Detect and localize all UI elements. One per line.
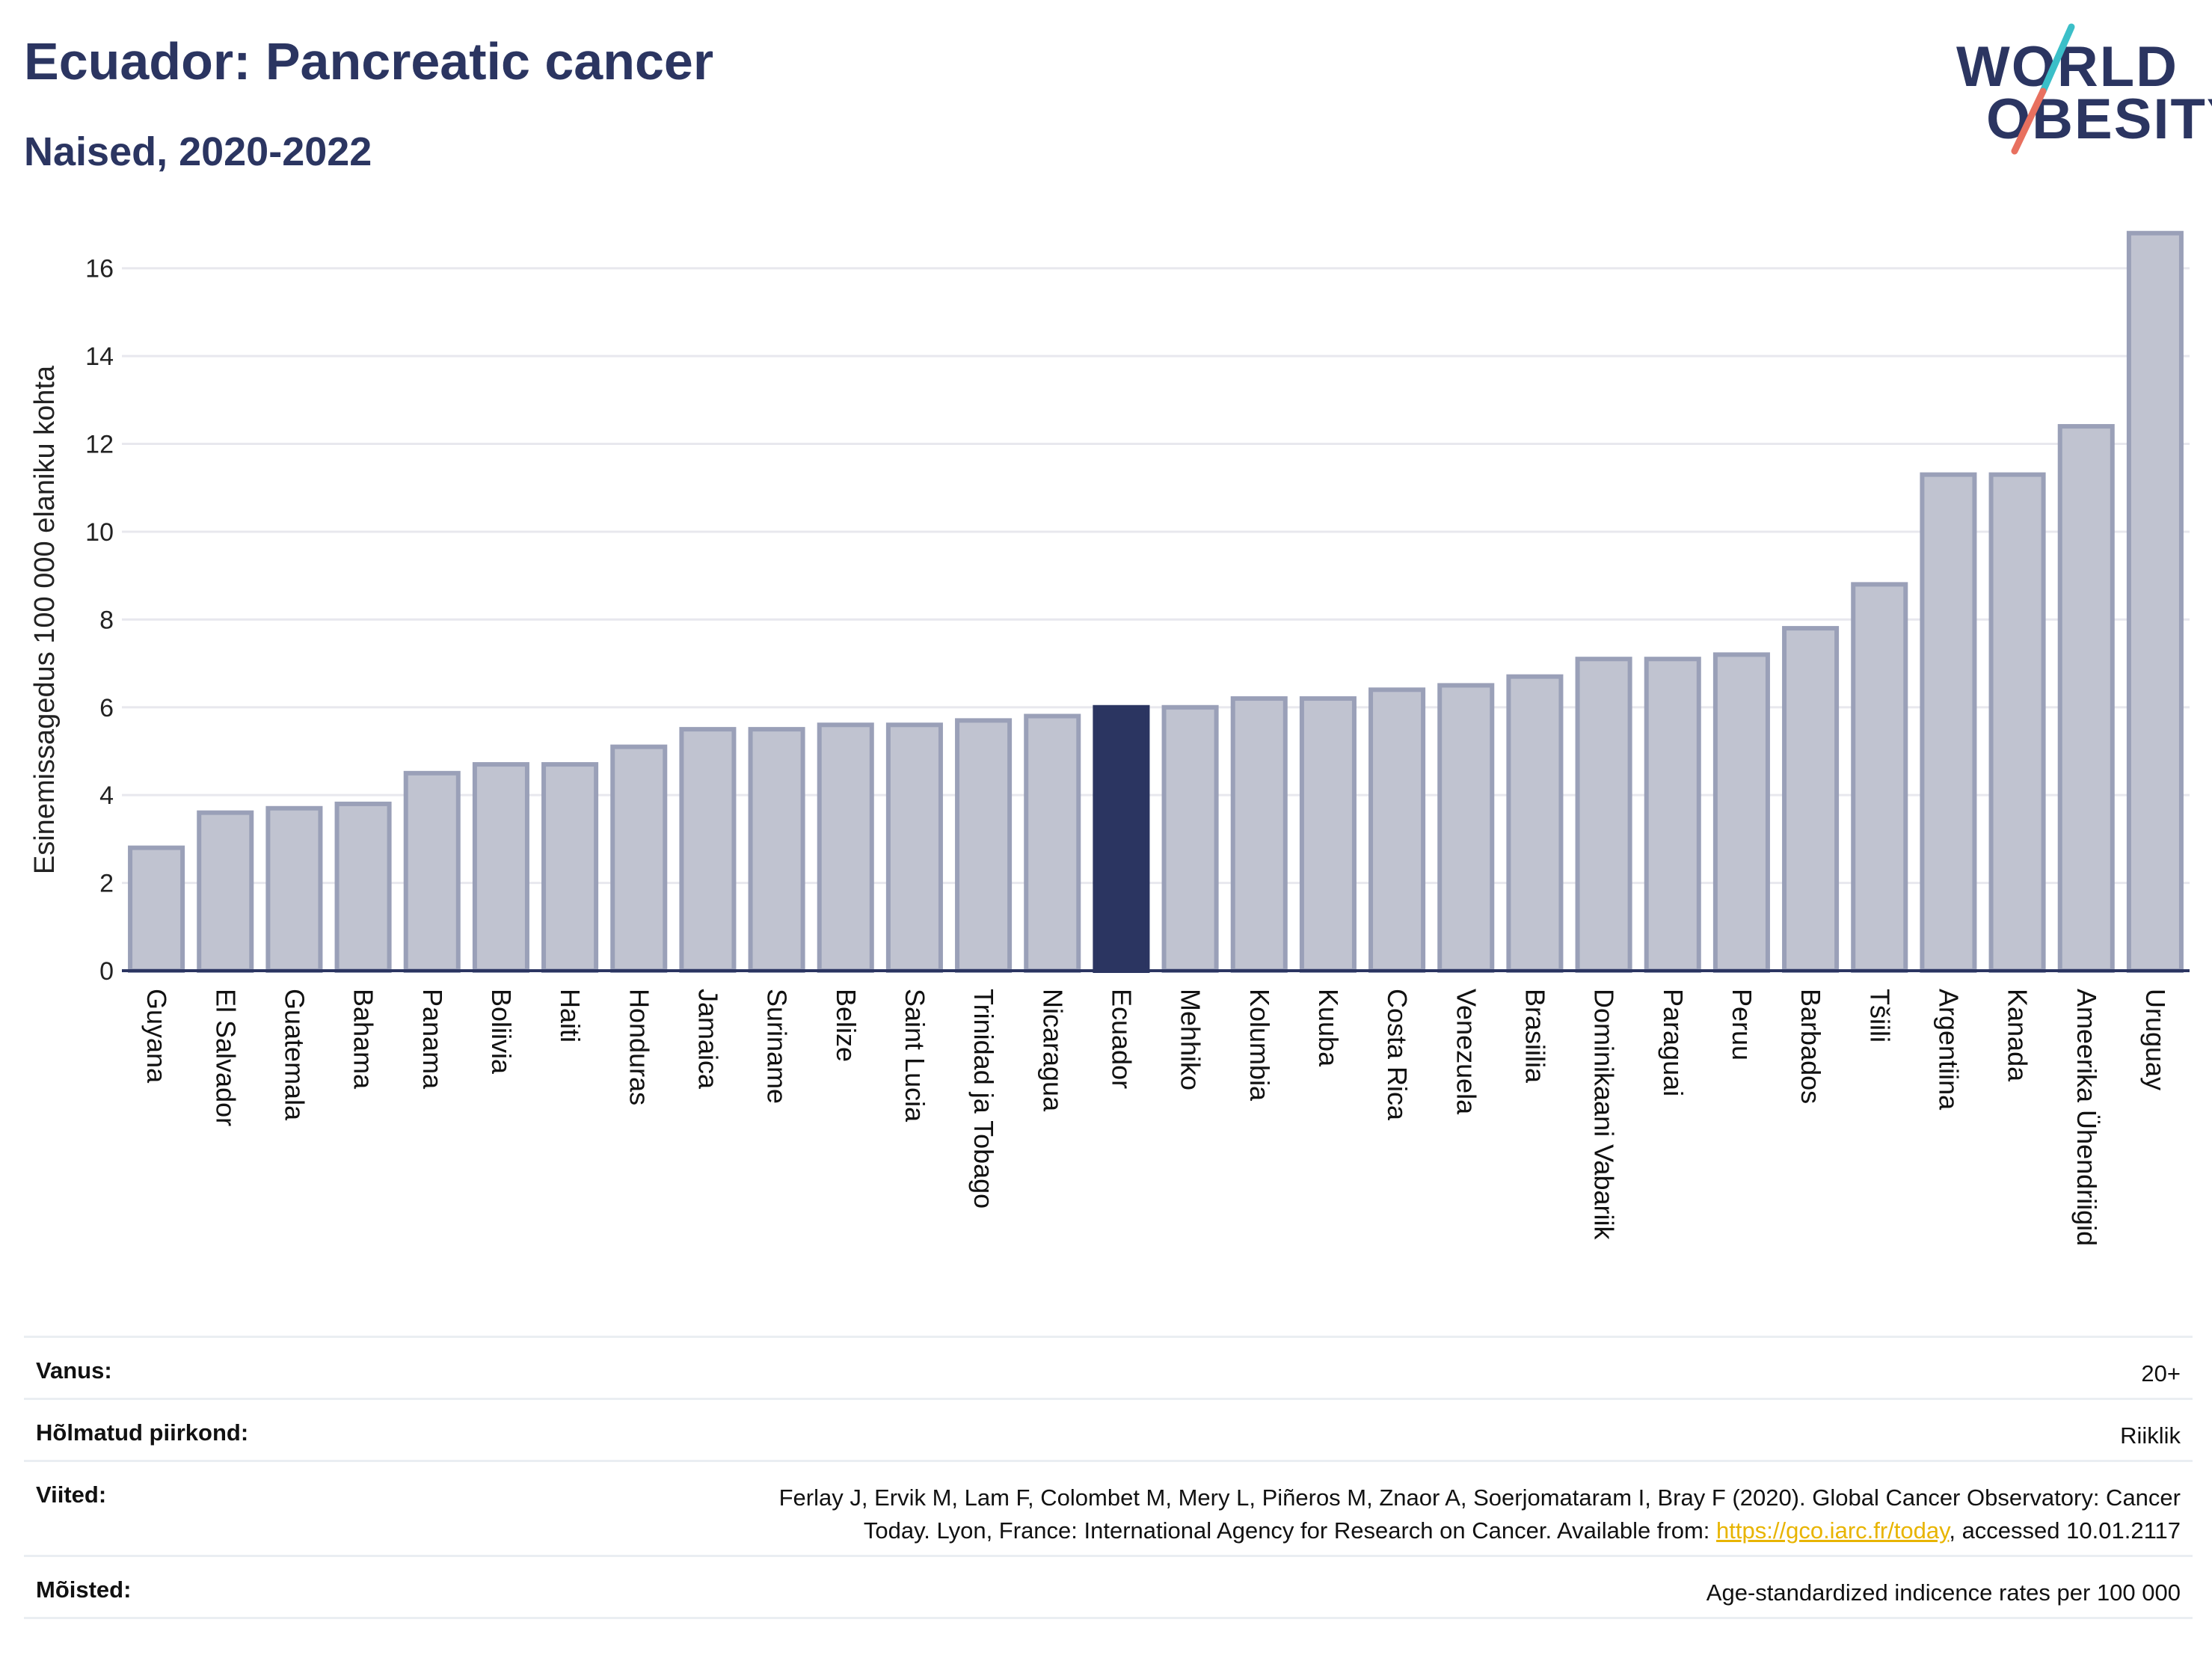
y-tick-label: 10 (85, 518, 114, 547)
x-tick-label: Mehhiko (1176, 989, 1206, 1090)
x-tick-label: Bahama (348, 989, 379, 1090)
world-obesity-logo: WORLD OBESITY (1944, 22, 2212, 165)
bar (1299, 696, 1357, 974)
x-tick-label: Panama (417, 989, 448, 1090)
bar (748, 727, 805, 974)
logo-text-world: WORLD (1956, 35, 2179, 99)
meta-value-region: Riiklik (2120, 1422, 2181, 1449)
meta-row-region: Hõlmatud piirkond: Riiklik (24, 1398, 2193, 1460)
bar (1920, 472, 1977, 973)
bar-highlight (1093, 704, 1150, 973)
x-tick-label: Suriname (762, 989, 793, 1104)
bar (1851, 582, 1908, 973)
bar (1024, 713, 1081, 973)
y-tick-label: 0 (99, 957, 114, 986)
meta-label-age: Vanus: (36, 1357, 112, 1384)
meta-label-region: Hõlmatud piirkond: (36, 1419, 249, 1446)
bar (1782, 626, 1840, 973)
x-tick-label: Costa Rica (1382, 989, 1413, 1121)
x-tick-label: Saint Lucia (900, 989, 930, 1123)
x-tick-label: Paraguai (1658, 989, 1689, 1096)
x-tick-label: Guyana (141, 989, 172, 1084)
y-tick-label: 12 (85, 431, 114, 459)
y-axis-label: Esinemissagedus 100 000 elaniku kohta (29, 365, 61, 874)
bar (1368, 687, 1426, 973)
x-tick-label: Uruguay (2140, 989, 2171, 1090)
bar (1988, 472, 2046, 973)
reference-accessed: , accessed 10.01.2117 (1949, 1517, 2181, 1544)
x-tick-label: Boliivia (486, 989, 517, 1075)
y-tick-label: 6 (99, 694, 114, 722)
x-tick-label: Jamaica (692, 989, 723, 1090)
x-tick-label: Ecuador (1106, 989, 1137, 1089)
x-tick-label: Argentiina (1933, 989, 1964, 1111)
bar (128, 845, 185, 973)
x-tick-label: Kolumbia (1244, 989, 1275, 1102)
bar (885, 722, 943, 973)
reference-text: Today. Lyon, France: International Agenc… (863, 1517, 1717, 1544)
x-tick-label: Brasiilia (1520, 989, 1550, 1084)
y-tick-label: 14 (85, 343, 114, 371)
x-tick-label: Guatemala (279, 989, 310, 1121)
x-tick-label: Ameerika Ühendriigid (2071, 989, 2102, 1246)
bar (1712, 652, 1770, 973)
x-tick-label: Dominikaani Vabariik (1589, 989, 1620, 1240)
bar (1506, 674, 1564, 973)
meta-value-definitions: Age-standardized indicence rates per 100… (1706, 1579, 2181, 1606)
meta-label-references: Viited: (36, 1481, 107, 1508)
meta-row-age: Vanus: 20+ (24, 1336, 2193, 1398)
y-tick-label: 4 (99, 782, 114, 810)
bar (955, 718, 1013, 973)
page-title: Ecuador: Pancreatic cancer (24, 32, 714, 90)
metadata-table: Vanus: 20+ Hõlmatud piirkond: Riiklik Vi… (24, 1336, 2193, 1619)
bar (1230, 696, 1288, 974)
meta-value-references: Ferlay J, Ervik M, Lam F, Colombet M, Me… (779, 1481, 2181, 1547)
y-tick-label: 16 (85, 255, 114, 283)
reference-line-1: Ferlay J, Ervik M, Lam F, Colombet M, Me… (778, 1484, 2181, 1511)
y-tick-label: 2 (99, 870, 114, 898)
bar (403, 770, 461, 973)
bar-chart: 0 2 4 6 8 10 12 14 16 Esinemissagedus 100 000 ela… (29, 230, 2190, 1246)
x-tick-label: Honduras (624, 989, 654, 1105)
reference-line-2: Today. Lyon, France: International Agenc… (779, 1514, 2181, 1547)
x-tick-label: Barbados (1795, 989, 1826, 1104)
bar (2126, 230, 2184, 974)
y-tick-label: 8 (99, 606, 114, 634)
bar (679, 727, 737, 974)
bar (265, 805, 323, 973)
meta-value-age: 20+ (2141, 1360, 2181, 1387)
bar (1161, 704, 1219, 973)
x-tick-label: Kanada (2003, 989, 2033, 1082)
x-tick-label: El Salvador (210, 989, 241, 1126)
x-tick-label: Peruu (1727, 989, 1757, 1060)
reference-link[interactable]: https://gco.iarc.fr/today (1716, 1517, 1950, 1544)
page-subtitle: Naised, 2020-2022 (24, 129, 372, 174)
bar (817, 722, 874, 973)
x-tick-label: Nicaragua (1037, 989, 1068, 1112)
bar (1575, 657, 1632, 973)
bar (472, 762, 529, 973)
bar (334, 801, 392, 973)
bar (541, 762, 599, 973)
x-tick-label: Haiti (555, 989, 586, 1043)
logo-slash-icon (2011, 23, 2075, 155)
meta-row-references: Viited: Ferlay J, Ervik M, Lam F, Colomb… (24, 1460, 2193, 1555)
bar (2057, 424, 2115, 973)
x-tick-label: Venezuela (1451, 989, 1481, 1115)
x-tick-label: Tšiili (1864, 989, 1895, 1043)
bar (610, 744, 668, 973)
meta-label-definitions: Mõisted: (36, 1576, 132, 1603)
bar (197, 810, 254, 973)
x-tick-label: Trinidad ja Tobago (968, 989, 999, 1209)
x-tick-label: Belize (831, 989, 861, 1062)
bar (1437, 683, 1495, 973)
x-tick-label: Kuuba (1313, 989, 1344, 1067)
meta-row-definitions: Mõisted: Age-standardized indicence rate… (24, 1555, 2193, 1619)
bar (1644, 657, 1701, 973)
